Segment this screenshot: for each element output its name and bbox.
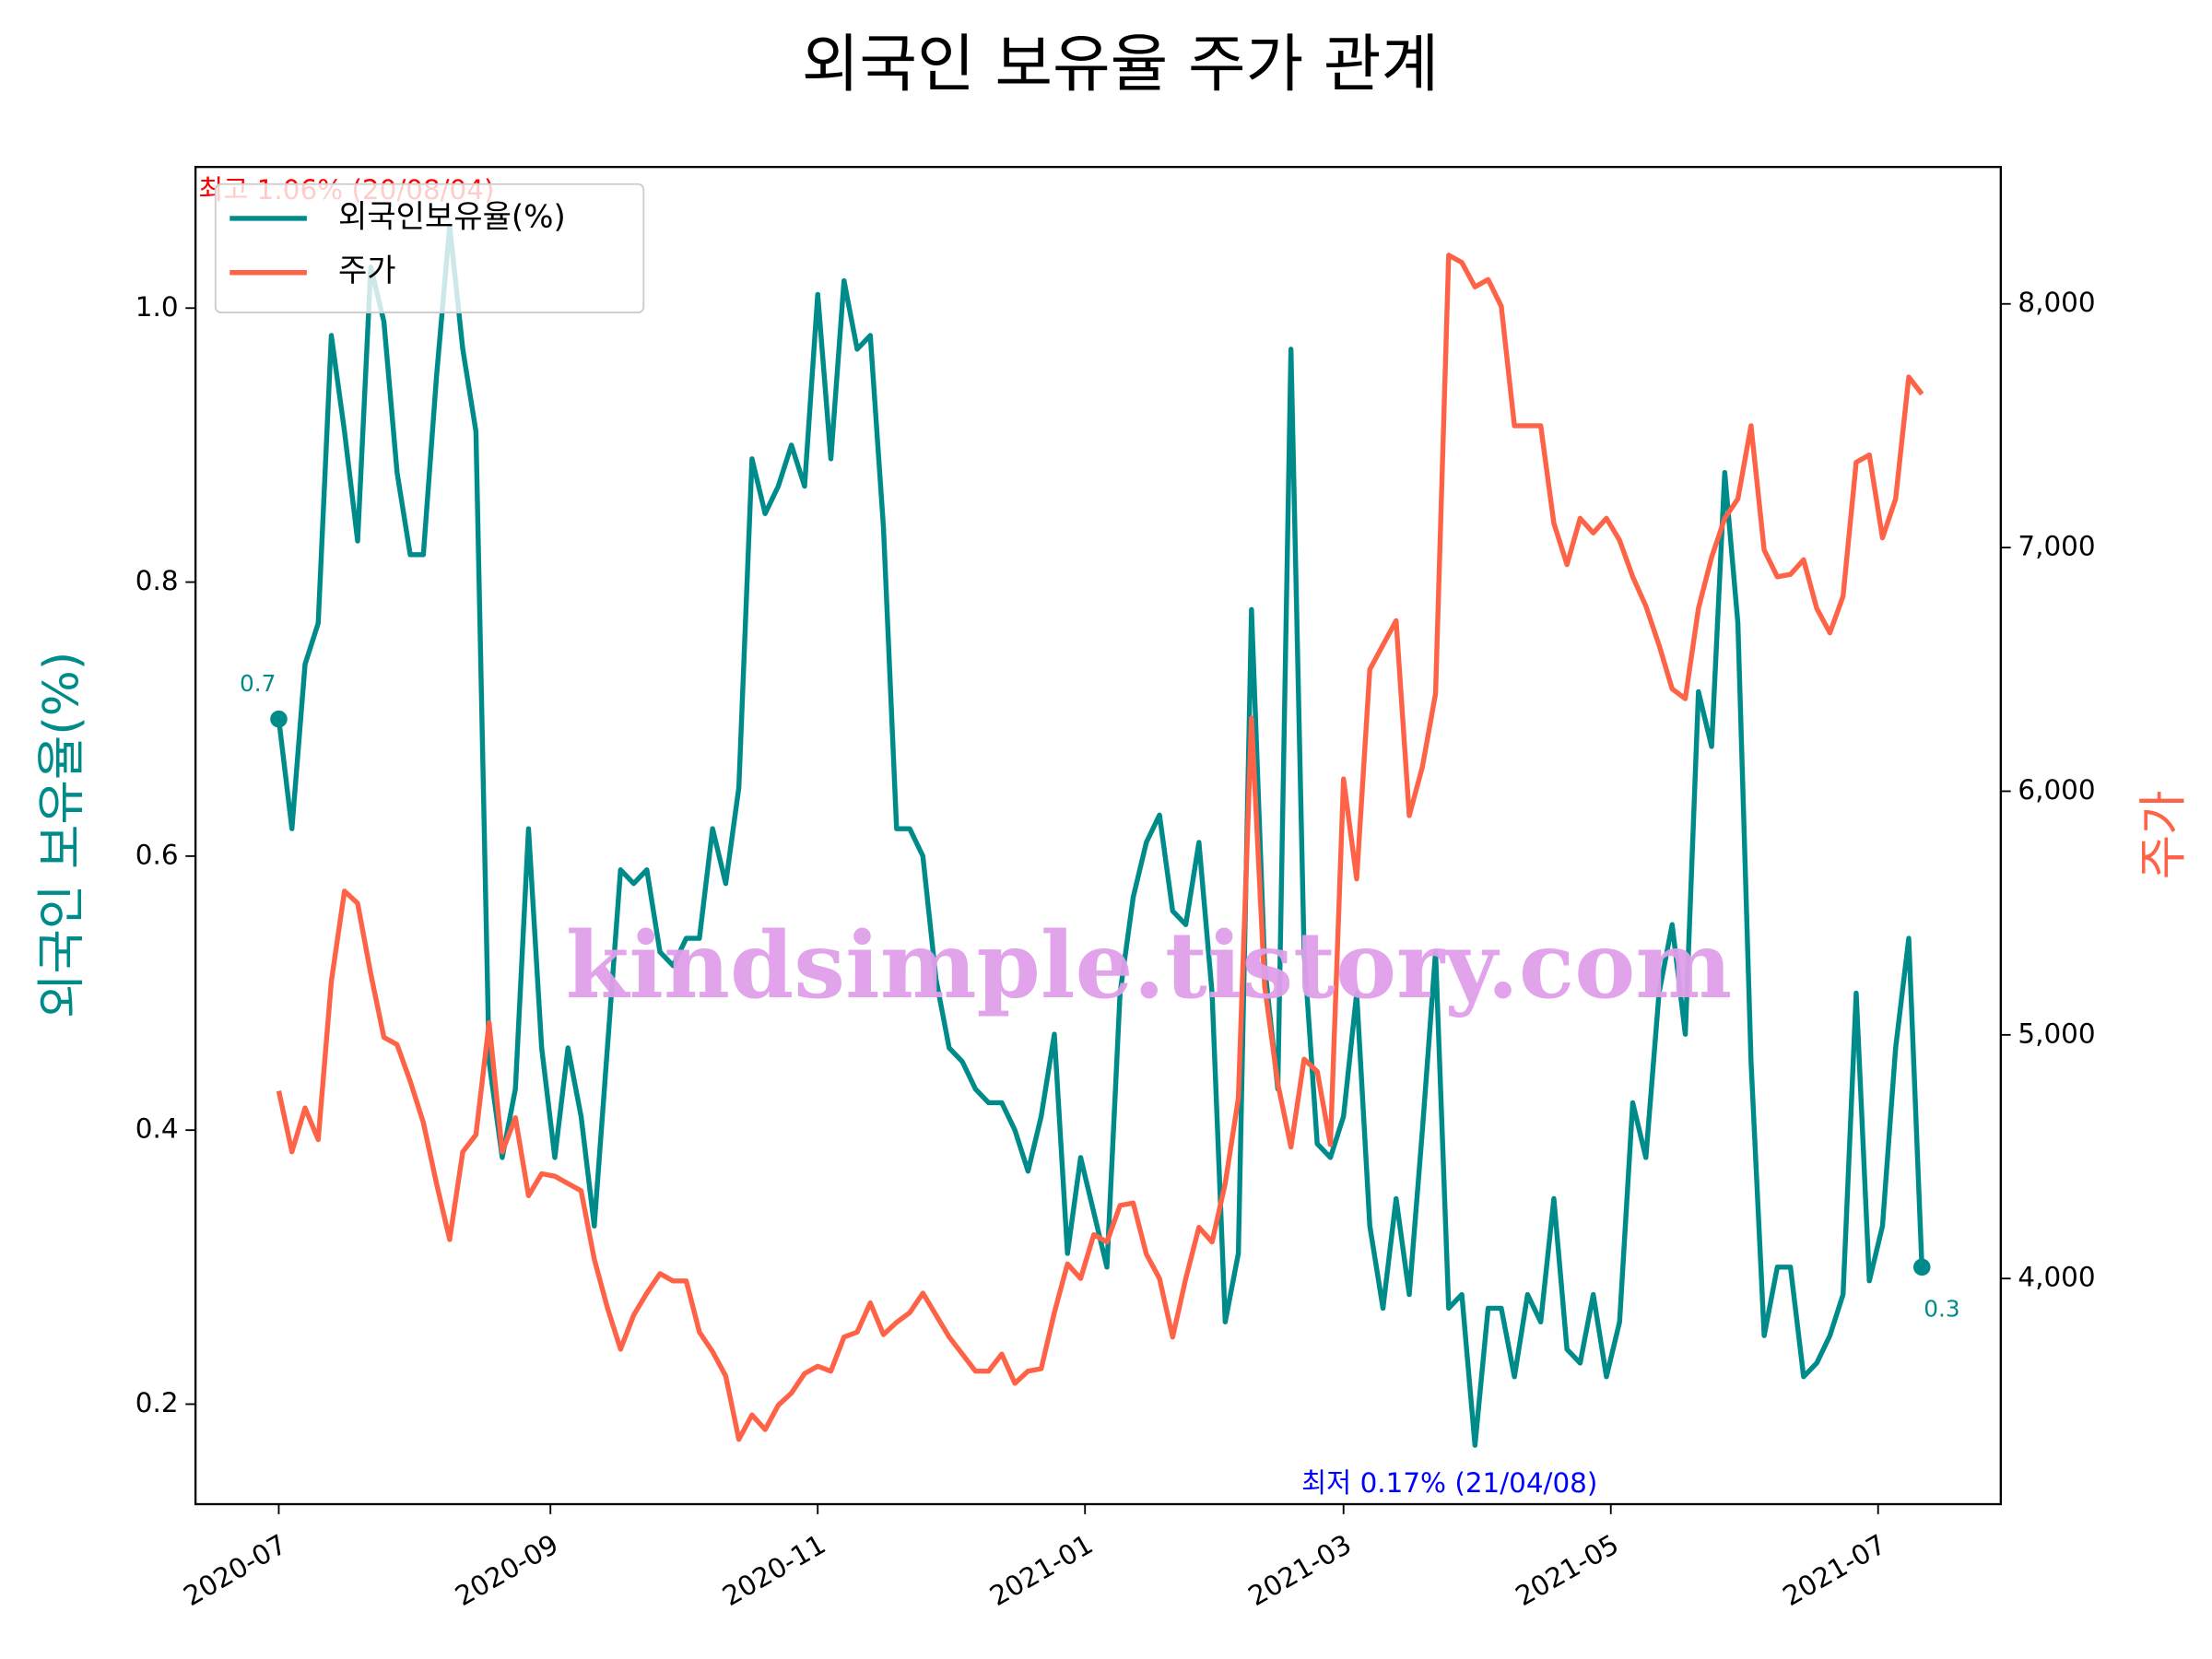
x-tick-label: 2020-11 <box>717 1528 830 1612</box>
x-tick-label: 2021-03 <box>1243 1528 1357 1612</box>
y2-axis-label: 주가 <box>2136 790 2192 879</box>
y2-tick-label: 7,000 <box>2018 531 2095 562</box>
y-tick-label: 0.2 <box>135 1387 179 1418</box>
x-tick-label: 2021-05 <box>1511 1528 1624 1612</box>
watermark: kindsimple.tistory.com <box>566 912 1732 1019</box>
y2-tick-label: 6,000 <box>2018 774 2095 806</box>
y-tick-label: 0.4 <box>135 1113 179 1145</box>
value-label: 0.7 <box>240 670 276 697</box>
annotation: 최저 0.17% (21/04/08) <box>1301 1467 1597 1499</box>
legend-label: 외국인보유율(%) <box>338 198 566 235</box>
x-tick-label: 2020-07 <box>178 1528 291 1612</box>
y-tick-label: 0.6 <box>135 839 179 870</box>
y2-tick-label: 4,000 <box>2018 1262 2095 1293</box>
series-line <box>276 223 1924 1448</box>
x-tick-label: 2020-09 <box>450 1528 563 1612</box>
y-axis-label: 외국인 보유율(%) <box>33 652 89 1018</box>
x-tick-label: 2021-01 <box>984 1528 1098 1612</box>
y2-tick-label: 5,000 <box>2018 1018 2095 1049</box>
series-line <box>276 253 1924 1442</box>
legend-box <box>214 182 645 314</box>
y-tick-label: 1.0 <box>135 291 179 323</box>
point-marker <box>1912 1258 1931 1277</box>
legend-label: 주가 <box>338 253 396 289</box>
y2-tick-label: 8,000 <box>2018 287 2095 318</box>
y-tick-label: 0.8 <box>135 565 179 596</box>
point-marker <box>270 710 288 728</box>
plot-frame <box>194 166 2002 1506</box>
value-label: 0.3 <box>1924 1295 1959 1322</box>
x-tick-label: 2021-07 <box>1778 1528 1891 1612</box>
chart-title: 외국인 보유율 주가 관계 <box>802 29 1440 101</box>
